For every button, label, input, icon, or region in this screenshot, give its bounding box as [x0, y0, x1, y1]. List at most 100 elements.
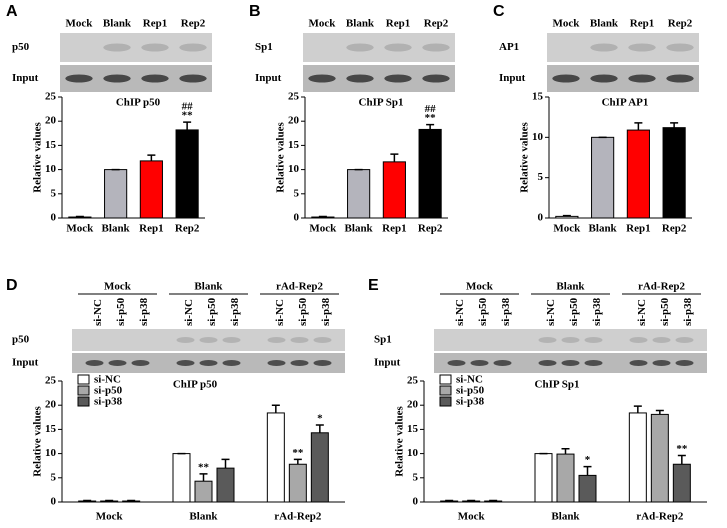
gel-band [346, 74, 374, 83]
lane-label: si-NC [183, 299, 195, 326]
y-tick-label: 10 [532, 131, 544, 143]
bar [672, 463, 691, 503]
gel-band [584, 337, 603, 343]
bar [310, 432, 329, 503]
lane-label: Mock [66, 18, 94, 30]
gel-band [652, 337, 671, 343]
gel-band [590, 74, 618, 83]
gel-band [267, 337, 286, 343]
lane-label: si-NC [636, 299, 648, 326]
y-tick-label: 15 [532, 91, 544, 103]
gel-band [179, 74, 207, 83]
lane-label: si-NC [92, 299, 104, 326]
x-tick-label: Rep1 [139, 223, 163, 235]
y-tick-label: 0 [413, 496, 419, 508]
lane-label: Mock [553, 18, 581, 30]
gel-band [675, 360, 694, 366]
y-axis-label: Relative values [394, 405, 406, 476]
lane-label: Rep1 [386, 18, 410, 30]
lane-label: si-p50 [297, 297, 309, 326]
row-label: Sp1 [255, 41, 273, 53]
row-label: Input [499, 72, 526, 84]
legend-label: si-p50 [94, 385, 123, 397]
lane-label: si-p50 [659, 297, 671, 326]
gel-band [176, 337, 195, 343]
chart-title: ChIP p50 [173, 379, 218, 391]
y-tick-label: 5 [538, 171, 544, 183]
significance: * [317, 413, 323, 425]
panel-letter: C [493, 3, 505, 20]
bar [555, 215, 579, 219]
y-axis-label: Relative values [519, 121, 531, 192]
bar [578, 474, 597, 503]
y-tick-label: 5 [294, 187, 300, 199]
error-bar [183, 121, 192, 130]
lane-label: Rep2 [181, 18, 206, 30]
y-tick-label: 15 [407, 423, 419, 435]
y-tick-label: 0 [51, 496, 57, 508]
y-tick-label: 20 [288, 115, 300, 127]
gel-band [108, 360, 127, 366]
legend-label: si-NC [94, 374, 121, 386]
significance: ## [182, 101, 194, 113]
lane-label: si-p50 [115, 297, 127, 326]
gel-band [308, 74, 336, 83]
x-tick-label: Rep2 [175, 223, 200, 235]
x-tick-label: Mock [66, 223, 94, 235]
x-tick-label: Rep1 [382, 223, 406, 235]
gel-band [103, 43, 131, 52]
lane-label: Rep1 [143, 18, 167, 30]
y-axis-label: Relative values [32, 405, 44, 476]
error-bar [390, 153, 399, 162]
bar [172, 453, 191, 503]
bar [628, 412, 647, 503]
gel-band [384, 43, 412, 52]
row-label: Input [12, 357, 39, 369]
y-tick-label: 0 [51, 212, 57, 224]
lane-label: Rep1 [630, 18, 654, 30]
gel-band [131, 360, 150, 366]
panel-letter: E [368, 277, 379, 294]
lane-label: si-NC [545, 299, 557, 326]
bar [288, 463, 307, 503]
gel-band [103, 74, 131, 83]
lane-label: si-p38 [138, 297, 150, 326]
lane-label: Blank [346, 18, 375, 30]
gel-band [652, 360, 671, 366]
y-axis-label: Relative values [275, 121, 287, 192]
gel-band [422, 43, 450, 52]
x-tick-label: Blank [551, 511, 580, 523]
gel-band [538, 337, 557, 343]
gel-band [628, 74, 656, 83]
x-tick-label: Rep2 [662, 223, 687, 235]
y-tick-label: 25 [407, 375, 419, 387]
y-tick-label: 25 [45, 91, 57, 103]
panel-letter: B [249, 3, 261, 20]
significance: ** [198, 461, 210, 473]
y-tick-label: 25 [288, 91, 300, 103]
bar [556, 453, 575, 503]
bar [591, 136, 615, 219]
lane-label: Rep2 [424, 18, 449, 30]
y-tick-label: 10 [45, 163, 57, 175]
legend-swatch [439, 374, 452, 385]
gel-band [222, 337, 241, 343]
x-tick-label: Mock [553, 223, 581, 235]
legend-swatch [439, 385, 452, 396]
gel-band [313, 337, 332, 343]
group-label: Mock [466, 281, 494, 293]
lane-label: Rep2 [668, 18, 693, 30]
bar [650, 413, 669, 503]
error-bar [293, 458, 302, 465]
gel-band [629, 360, 648, 366]
significance: ** [425, 112, 437, 124]
lane-label: si-NC [274, 299, 286, 326]
bar [216, 467, 235, 503]
row-label: Sp1 [374, 334, 392, 346]
x-tick-label: Mock [309, 223, 337, 235]
legend-swatch [439, 396, 452, 407]
lane-label: si-p38 [320, 297, 332, 326]
y-tick-label: 20 [407, 399, 419, 411]
lane-label: si-p38 [591, 297, 603, 326]
